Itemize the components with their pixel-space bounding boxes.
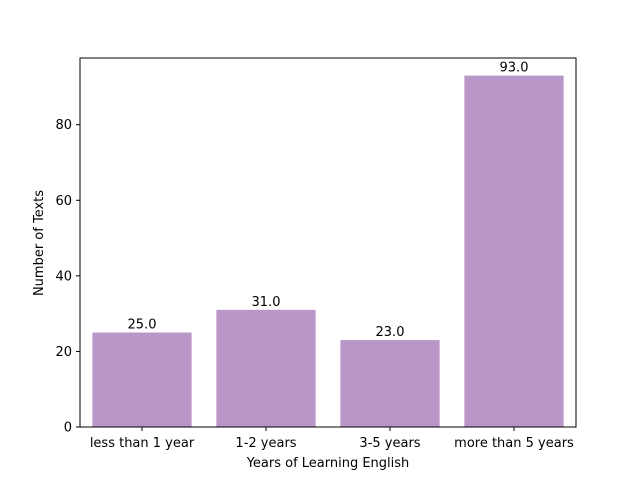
data-label-2: 23.0 (376, 325, 405, 340)
bars-layer (92, 75, 564, 427)
bar-2 (340, 340, 440, 427)
x-axis: less than 1 year 1-2 years 3-5 years more t… (90, 427, 574, 451)
x-tick-label-0: less than 1 year (90, 436, 195, 451)
x-axis-title: Years of Learning English (246, 456, 410, 471)
y-tick-label-3: 60 (55, 194, 72, 209)
bar-0 (92, 332, 192, 427)
y-axis: 0 20 40 60 80 (55, 118, 80, 436)
y-tick-label-4: 80 (55, 118, 72, 133)
x-tick-label-1: 1-2 years (235, 436, 296, 451)
x-tick-label-3: more than 5 years (454, 436, 574, 451)
data-labels-layer: 25.0 31.0 23.0 93.0 (128, 61, 529, 341)
y-tick-label-1: 20 (55, 345, 72, 360)
bar-1 (216, 309, 316, 427)
y-tick-label-0: 0 (64, 421, 72, 436)
y-tick-label-2: 40 (55, 269, 72, 284)
data-label-1: 31.0 (252, 295, 281, 310)
x-tick-label-2: 3-5 years (359, 436, 420, 451)
y-axis-title: Number of Texts (32, 190, 47, 296)
data-label-3: 93.0 (500, 61, 529, 76)
plot-frame (79, 57, 577, 428)
data-label-0: 25.0 (128, 318, 157, 333)
bar-3 (464, 75, 564, 427)
